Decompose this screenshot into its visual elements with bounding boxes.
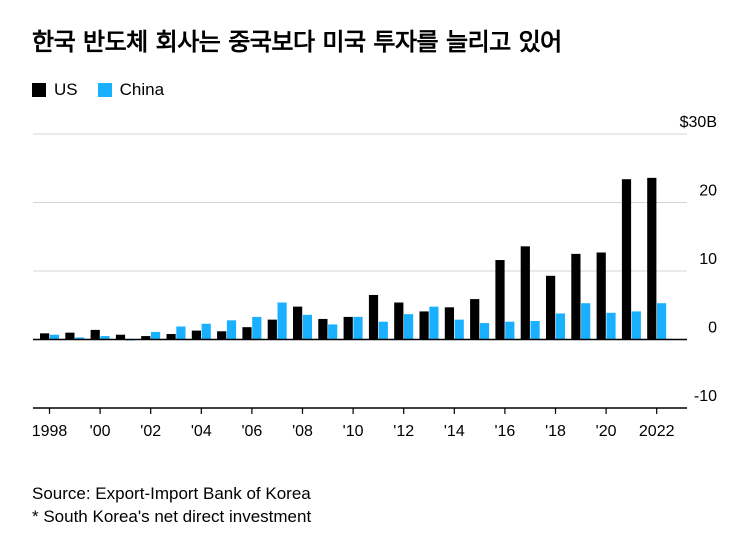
bar-china-2002: [151, 331, 161, 340]
bar-china-2004: [201, 323, 211, 340]
bar-us-2014: [444, 307, 454, 340]
y-tick-label: 20: [699, 183, 717, 200]
x-tick-label: '18: [545, 423, 566, 440]
bar-china-2000: [100, 336, 110, 340]
x-tick-label: '06: [241, 423, 262, 440]
bar-us-2004: [191, 330, 201, 340]
x-tick-label: '12: [393, 423, 414, 440]
bar-us-2019: [571, 253, 581, 340]
bar-china-2019: [581, 303, 591, 340]
bar-china-2022: [657, 303, 667, 340]
bar-china-2007: [277, 302, 287, 340]
legend-item-us: US: [32, 80, 78, 100]
bar-us-1999: [65, 332, 75, 340]
bar-us-2000: [90, 329, 100, 340]
bar-us-2007: [267, 319, 277, 340]
y-tick-label: $30B: [680, 114, 717, 131]
legend-item-china: China: [97, 80, 165, 100]
x-tick-label: '10: [343, 423, 364, 440]
bar-china-2012: [404, 314, 414, 340]
bar-us-2016: [495, 260, 505, 340]
bar-china-2010: [353, 316, 363, 340]
bar-china-1998: [49, 334, 59, 340]
bar-china-2020: [606, 312, 616, 340]
bar-china-2017: [530, 321, 540, 340]
x-tick-label: 2022: [639, 423, 675, 440]
legend-swatch-china: [97, 83, 112, 97]
x-tick-label: '08: [292, 423, 313, 440]
bar-us-2009: [318, 318, 328, 340]
bar-china-2006: [252, 316, 262, 340]
legend-label-china: China: [119, 80, 165, 99]
bar-us-2018: [546, 275, 556, 340]
y-tick-label: -10: [694, 388, 717, 405]
source-note: Source: Export-Import Bank of Korea: [32, 484, 311, 503]
x-tick-label: '16: [494, 423, 515, 440]
bar-us-2003: [166, 334, 176, 340]
x-tick-label: '02: [140, 423, 161, 440]
bar-us-2002: [141, 336, 151, 340]
bar-china-2003: [176, 326, 186, 340]
bar-china-2013: [429, 306, 439, 340]
x-tick-label: '04: [191, 423, 212, 440]
bar-china-2011: [378, 321, 388, 340]
bar-us-2008: [293, 306, 303, 340]
bar-china-2016: [505, 321, 515, 340]
bar-us-2013: [419, 311, 429, 340]
bar-us-2022: [647, 177, 657, 340]
y-tick-label: 10: [699, 251, 717, 268]
x-tick-label: '00: [90, 423, 111, 440]
bar-china-2005: [226, 320, 237, 340]
bar-us-2021: [621, 179, 632, 340]
footnote: * South Korea's net direct investment: [32, 507, 312, 526]
bar-us-2017: [520, 246, 530, 340]
bar-us-2005: [217, 331, 227, 340]
x-tick-label: '14: [444, 423, 465, 440]
bar-us-2011: [368, 294, 379, 340]
bar-china-2008: [302, 314, 312, 340]
bar-us-2015: [470, 299, 480, 340]
bar-us-2020: [596, 252, 606, 340]
x-tick-label: 1998: [32, 423, 68, 440]
bar-china-2014: [454, 319, 464, 340]
bar-us-2010: [343, 316, 353, 340]
bar-us-1998: [40, 333, 50, 340]
chart-legend: US China: [32, 80, 178, 100]
bar-us-2001: [115, 334, 126, 340]
bar-china-2015: [479, 323, 490, 340]
chart-footer: Source: Export-Import Bank of Korea * So…: [32, 482, 311, 528]
legend-swatch-us: [32, 83, 46, 97]
bar-china-2021: [631, 311, 641, 340]
y-tick-label: 0: [708, 320, 717, 337]
bar-china-2018: [555, 313, 565, 340]
chart-title: 한국 반도체 회사는 중국보다 미국 투자를 늘리고 있어: [32, 28, 562, 56]
bar-china-1999: [75, 337, 85, 340]
bar-china-2009: [328, 324, 338, 340]
legend-label-us: US: [54, 80, 78, 99]
bar-us-2012: [394, 302, 404, 340]
bar-us-2006: [242, 327, 252, 340]
x-tick-label: '20: [596, 423, 617, 440]
